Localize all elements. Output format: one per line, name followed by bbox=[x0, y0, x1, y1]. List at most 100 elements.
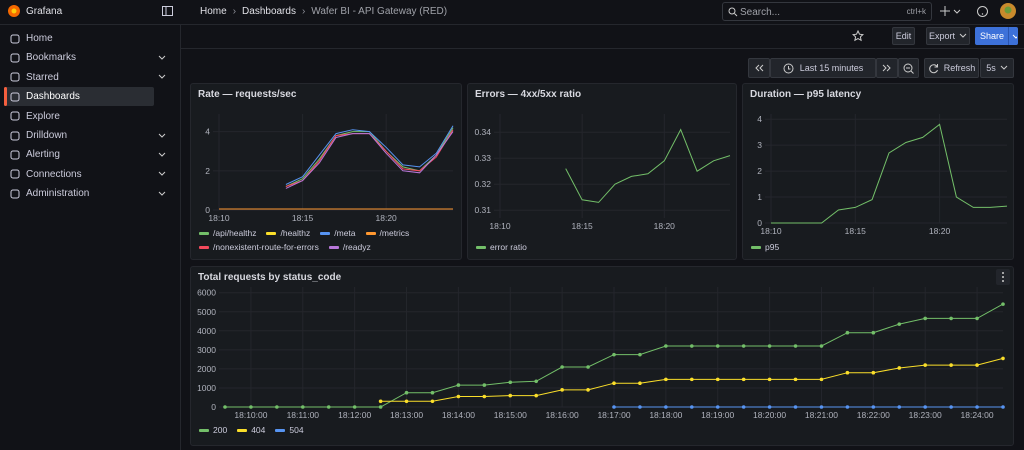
legend-swatch bbox=[328, 245, 339, 249]
data-point bbox=[845, 330, 850, 335]
edit-button[interactable]: Edit bbox=[892, 27, 915, 45]
data-point bbox=[638, 381, 642, 385]
y-tick-label: 1000 bbox=[197, 383, 216, 393]
nav-icon bbox=[10, 150, 20, 160]
nav-icon bbox=[10, 72, 20, 82]
y-tick-label: 3 bbox=[757, 140, 762, 150]
data-point bbox=[378, 405, 383, 409]
data-point bbox=[534, 393, 538, 398]
nav-item[interactable]: Starred bbox=[4, 68, 166, 87]
dock-menu[interactable] bbox=[162, 6, 174, 17]
refresh-button[interactable]: Refresh bbox=[924, 58, 979, 78]
x-tick-label: 18:10:00 bbox=[234, 410, 267, 420]
export-button[interactable]: Export bbox=[926, 27, 970, 45]
data-point bbox=[586, 365, 590, 369]
x-tick-label: 18:15 bbox=[845, 226, 867, 236]
data-point bbox=[897, 366, 902, 370]
legend-item[interactable]: error ratio bbox=[476, 242, 527, 252]
new-menu[interactable] bbox=[940, 6, 962, 17]
nav-item[interactable]: Home bbox=[4, 29, 154, 48]
nav-item[interactable]: Administration bbox=[4, 184, 166, 203]
breadcrumb[interactable]: Home bbox=[200, 6, 227, 17]
data-point bbox=[249, 405, 253, 409]
dashboard-toolbar: Edit Export Share bbox=[181, 25, 1024, 49]
data-point bbox=[612, 352, 616, 357]
y-tick-label: 0.31 bbox=[474, 205, 491, 215]
icon-shape bbox=[10, 92, 20, 102]
legend-item[interactable]: 504 bbox=[275, 425, 304, 435]
panel: Duration — p95 latency 0 1 2 3 4 18:10 18:15 18:… bbox=[742, 83, 1014, 260]
star[interactable] bbox=[852, 30, 864, 42]
data-point bbox=[482, 383, 487, 387]
legend-swatch bbox=[237, 428, 248, 432]
chevron-path bbox=[158, 152, 166, 157]
search-box[interactable]: Search... ctrl+k bbox=[722, 2, 932, 21]
nav-item[interactable]: Explore bbox=[4, 107, 154, 126]
legend: error ratio bbox=[476, 242, 726, 252]
data-point bbox=[638, 352, 642, 357]
data-point bbox=[586, 388, 590, 392]
refresh-interval[interactable]: 5s bbox=[980, 58, 1014, 78]
nav-item[interactable]: Connections bbox=[4, 165, 166, 184]
nav-label: Home bbox=[26, 33, 53, 44]
shift-back[interactable] bbox=[748, 58, 770, 78]
breadcrumb[interactable]: Wafer BI - API Gateway (RED) bbox=[311, 6, 448, 17]
legend-swatch bbox=[275, 428, 286, 432]
data-point bbox=[456, 394, 461, 399]
data-point bbox=[845, 370, 850, 375]
panel-menu[interactable] bbox=[996, 269, 1010, 285]
nav-icon bbox=[10, 131, 20, 140]
chart: 0 2 4 18:10 18:15 18:20 bbox=[205, 114, 454, 223]
legend-label: 404 bbox=[251, 425, 266, 435]
data-point bbox=[1001, 405, 1005, 409]
legend-swatch bbox=[751, 245, 761, 249]
x-tick-label: 18:19:00 bbox=[701, 410, 734, 420]
series-line bbox=[565, 128, 731, 203]
nav-item[interactable]: Alerting bbox=[4, 145, 166, 164]
avatar[interactable] bbox=[1000, 3, 1016, 19]
breadcrumb[interactable]: Dashboards bbox=[242, 6, 296, 17]
series-line bbox=[285, 131, 454, 189]
shift-forward[interactable] bbox=[876, 58, 898, 78]
legend-item[interactable]: 200 bbox=[199, 425, 227, 435]
legend-item[interactable]: /readyz bbox=[328, 242, 371, 252]
data-point bbox=[508, 380, 513, 385]
nav-item[interactable]: Dashboards bbox=[4, 87, 154, 107]
chevron bbox=[158, 152, 166, 157]
y-tick-label: 2 bbox=[757, 166, 762, 176]
legend-swatch bbox=[199, 428, 209, 432]
x-tick-label: 18:16:00 bbox=[546, 410, 579, 420]
legend-item[interactable]: 404 bbox=[237, 425, 265, 435]
data-point bbox=[975, 405, 979, 409]
x-tick-label: 18:12:00 bbox=[338, 410, 371, 420]
data-point bbox=[715, 344, 720, 348]
zoom-out[interactable] bbox=[898, 58, 919, 78]
legend-item[interactable]: p95 bbox=[751, 242, 779, 252]
data-point bbox=[767, 405, 772, 409]
legend-item[interactable]: /healthz bbox=[266, 228, 310, 238]
share-button[interactable]: Share bbox=[975, 27, 1018, 45]
icon-shape bbox=[10, 131, 20, 140]
series-line bbox=[771, 123, 1008, 224]
data-point bbox=[793, 405, 798, 409]
nav-item[interactable]: Drilldown bbox=[4, 126, 166, 145]
data-point bbox=[819, 377, 824, 382]
legend-item[interactable]: /meta bbox=[320, 228, 356, 238]
time-range[interactable]: Last 15 minutes bbox=[770, 58, 876, 78]
data-point bbox=[949, 316, 953, 321]
legend-item[interactable]: /metrics bbox=[365, 228, 409, 238]
data-point bbox=[949, 405, 953, 409]
data-point bbox=[638, 405, 642, 409]
icon-shape bbox=[10, 169, 20, 179]
legend-item[interactable]: /nonexistent-route-for-errors bbox=[199, 242, 319, 252]
menu-dot bbox=[1002, 276, 1004, 278]
legend-item[interactable]: /api/healthz bbox=[199, 228, 256, 238]
chart: 0.31 0.32 0.33 0.34 18:10 18:15 18:20 bbox=[474, 114, 731, 231]
chevron bbox=[158, 133, 166, 138]
nav-label: Explore bbox=[26, 110, 60, 122]
logo bbox=[8, 5, 20, 17]
help[interactable] bbox=[977, 6, 988, 17]
nav-item[interactable]: Bookmarks bbox=[4, 48, 166, 67]
legend-label: error ratio bbox=[490, 242, 527, 252]
y-tick-label: 6000 bbox=[197, 288, 216, 298]
